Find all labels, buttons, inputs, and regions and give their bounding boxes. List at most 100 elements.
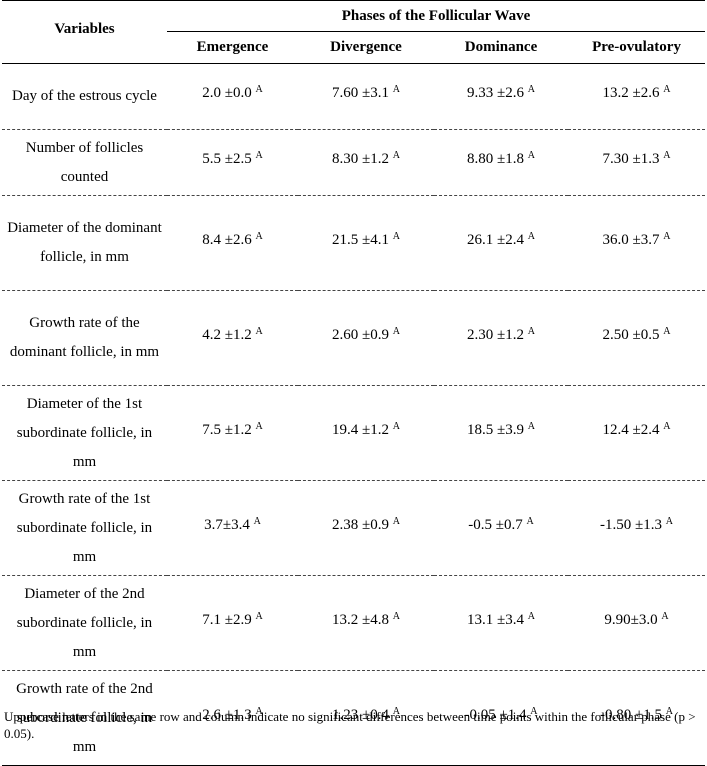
mean-sd-value: -0.5 ±0.7	[468, 516, 523, 533]
mean-sd-value: 13.1 ±3.4	[467, 611, 524, 628]
value-cell: 2.60 ±0.9 A	[298, 290, 434, 386]
significance-letter: A	[253, 515, 261, 527]
value-cell: 5.5 ±2.5 A	[167, 129, 298, 196]
mean-sd-value: 19.4 ±1.2	[332, 421, 389, 438]
significance-letter: A	[392, 420, 400, 432]
value-cell: -0.5 ±0.7 A	[434, 480, 568, 576]
significance-letter: A	[255, 84, 263, 95]
variable-label: Number of follicles counted	[2, 129, 167, 196]
significance-letter: A	[663, 150, 671, 161]
significance-letter: A	[527, 610, 535, 622]
mean-sd-value: 7.60 ±3.1	[332, 85, 389, 101]
value-cell: 13.2 ±4.8 A	[298, 575, 434, 671]
mean-sd-value: 13.2 ±2.6	[602, 85, 660, 101]
significance-letter: A	[663, 325, 671, 337]
value-cell: 9.90±3.0 A	[568, 575, 706, 671]
mean-sd-value: 7.5 ±1.2	[202, 421, 252, 438]
significance-letter: A	[255, 610, 263, 622]
significance-letter: A	[661, 610, 669, 622]
mean-sd-value: 1.23 ±0.4	[332, 706, 389, 723]
significance-letter: A	[392, 84, 400, 95]
significance-letter: A	[527, 420, 535, 432]
mean-sd-value: 21.5 ±4.1	[332, 231, 389, 248]
mean-sd-value: -0.05 ±1.4	[464, 706, 527, 723]
significance-letter: A	[392, 230, 400, 242]
variable-label: Growth rate of the 1st subordinate folli…	[2, 480, 167, 576]
phase-header-emergence: Emergence	[167, 31, 298, 64]
value-cell: 26.1 ±2.4 A	[434, 195, 568, 291]
mean-sd-value: 8.80 ±1.8	[467, 151, 524, 167]
value-cell: 36.0 ±3.7 A	[568, 195, 706, 291]
mean-sd-value: 9.90±3.0	[604, 611, 658, 628]
significance-letter: A	[255, 150, 263, 161]
value-cell: 13.1 ±3.4 A	[434, 575, 568, 671]
significance-letter: A	[255, 325, 263, 337]
mean-sd-value: -1.50 ±1.3	[600, 516, 663, 533]
value-cell: 13.2 ±2.6 A	[568, 63, 706, 130]
phase-header-dominance: Dominance	[434, 31, 568, 64]
variable-label: Diameter of the 1st subordinate follicle…	[2, 385, 167, 481]
mean-sd-value: 8.30 ±1.2	[332, 151, 389, 167]
value-cell: 9.33 ±2.6 A	[434, 63, 568, 130]
significance-letter: A	[527, 325, 535, 337]
mean-sd-value: 4.2 ±1.2	[202, 326, 252, 343]
value-cell: 2.0 ±0.0 A	[167, 63, 298, 130]
significance-letter: A	[392, 325, 400, 337]
significance-letter: A	[527, 84, 535, 95]
table-body: Day of the estrous cycle 2.0 ±0.0 A 7.60 ±…	[2, 63, 706, 766]
mean-sd-value: 7.1 ±2.9	[202, 611, 252, 628]
value-cell: 8.4 ±2.6 A	[167, 195, 298, 291]
mean-sd-value: 7.30 ±1.3	[602, 151, 660, 167]
value-cell: 19.4 ±1.2 A	[298, 385, 434, 481]
table-row: Day of the estrous cycle 2.0 ±0.0 A 7.60 ±…	[2, 63, 706, 130]
mean-sd-value: 2.30 ±1.2	[467, 326, 524, 343]
significance-letter: A	[530, 705, 538, 717]
value-cell: 7.5 ±1.2 A	[167, 385, 298, 481]
mean-sd-value: -0.80 ±1.5	[600, 706, 663, 723]
mean-sd-value: 2.60 ±0.9	[332, 326, 389, 343]
value-cell: 7.60 ±3.1 A	[298, 63, 434, 130]
significance-letter: A	[392, 515, 400, 527]
significance-letter: A	[665, 705, 673, 717]
mean-sd-value: 5.5 ±2.5	[202, 151, 252, 167]
mean-sd-value: 12.4 ±2.4	[602, 421, 660, 438]
value-cell: 12.4 ±2.4 A	[568, 385, 706, 481]
value-cell: 2.30 ±1.2 A	[434, 290, 568, 386]
value-cell: -1.50 ±1.3 A	[568, 480, 706, 576]
mean-sd-value: 9.33 ±2.6	[467, 85, 524, 101]
value-cell: 3.7±3.4 A	[167, 480, 298, 576]
significance-letter: A	[392, 150, 400, 161]
mean-sd-value: 2.6 ±1.3	[202, 706, 252, 723]
significance-letter: A	[663, 84, 671, 95]
significance-letter: A	[392, 705, 400, 717]
value-cell: 4.2 ±1.2 A	[167, 290, 298, 386]
table-row: Diameter of the dominant follicle, in mm…	[2, 195, 706, 291]
mean-sd-value: 36.0 ±3.7	[602, 231, 660, 248]
significance-letter: A	[255, 705, 263, 717]
mean-sd-value: 2.0 ±0.0	[202, 85, 252, 101]
significance-letter: A	[255, 230, 263, 242]
significance-letter: A	[255, 420, 263, 432]
table-row: Diameter of the 1st subordinate follicle…	[2, 385, 706, 481]
value-cell: 8.80 ±1.8 A	[434, 129, 568, 196]
value-cell: 21.5 ±4.1 A	[298, 195, 434, 291]
variable-label: Day of the estrous cycle	[2, 63, 167, 130]
mean-sd-value: 18.5 ±3.9	[467, 421, 524, 438]
value-cell: 2.38 ±0.9 A	[298, 480, 434, 576]
variable-label: Diameter of the 2nd subordinate follicle…	[2, 575, 167, 671]
table-row: Growth rate of the 1st subordinate folli…	[2, 480, 706, 576]
value-cell: 18.5 ±3.9 A	[434, 385, 568, 481]
mean-sd-value: 3.7±3.4	[204, 516, 250, 533]
value-cell: 8.30 ±1.2 A	[298, 129, 434, 196]
variables-header: Variables	[2, 0, 167, 64]
significance-letter: A	[526, 515, 534, 527]
significance-letter: A	[663, 420, 671, 432]
mean-sd-value: 8.4 ±2.6	[202, 231, 252, 248]
mean-sd-value: 2.50 ±0.5	[602, 326, 660, 343]
mean-sd-value: 13.2 ±4.8	[332, 611, 389, 628]
variable-label: Growth rate of the dominant follicle, in…	[2, 290, 167, 386]
variable-label: Diameter of the dominant follicle, in mm	[2, 195, 167, 291]
significance-letter: A	[527, 150, 535, 161]
